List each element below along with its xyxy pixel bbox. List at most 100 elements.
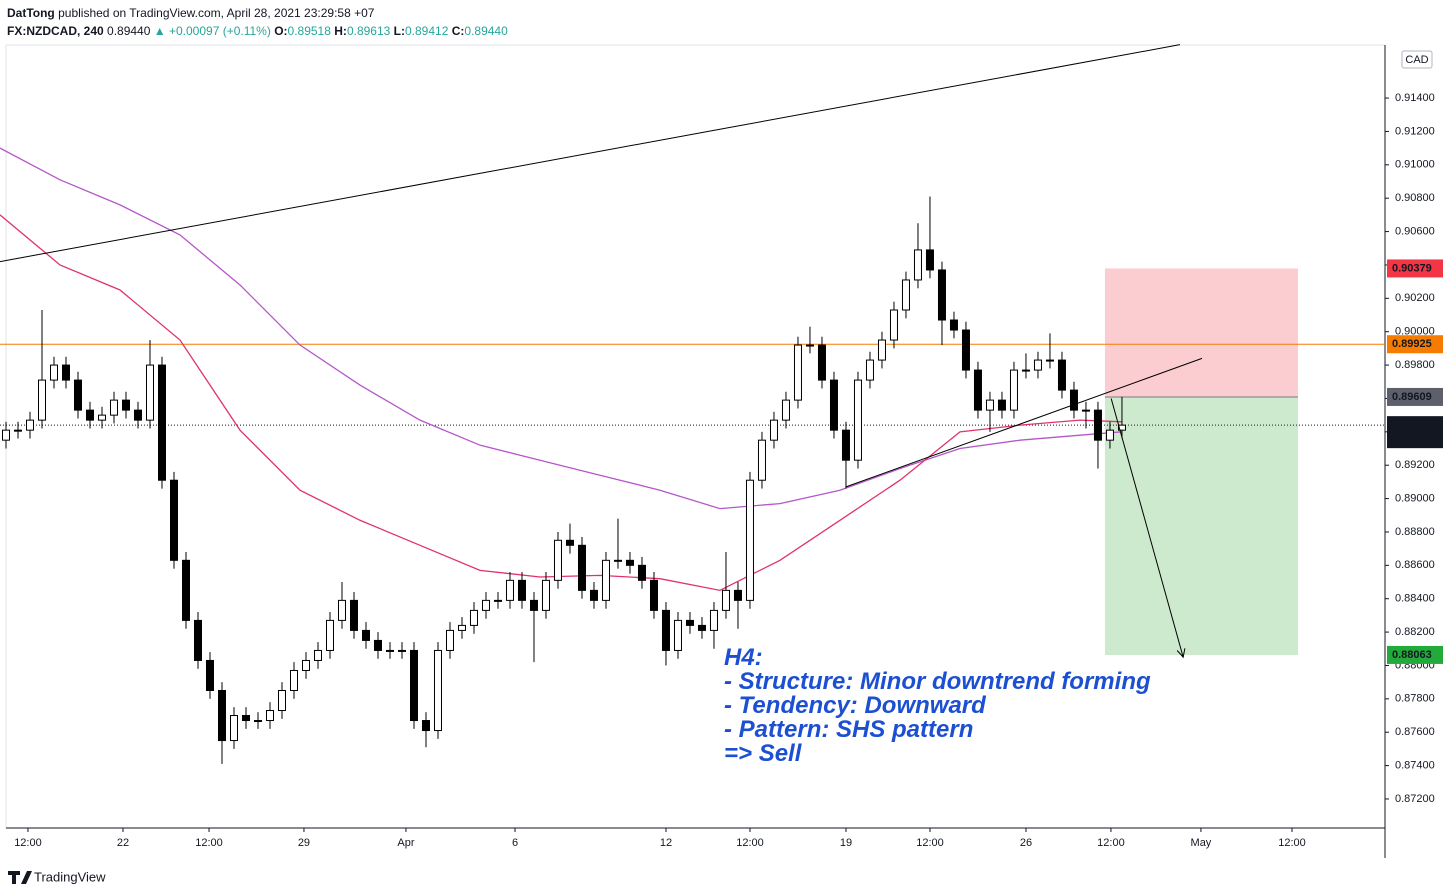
candle-body — [769, 419, 778, 441]
currency: CAD — [1405, 54, 1428, 66]
candle-body — [709, 609, 718, 631]
candle-body — [517, 579, 526, 601]
candle-body — [325, 619, 334, 651]
candle-body — [253, 720, 262, 723]
candle-body — [277, 689, 286, 712]
moving-average — [0, 214, 1122, 592]
change: ▲ +0.00097 (+0.11%) — [153, 24, 271, 38]
candle-body — [529, 599, 538, 611]
candle-body — [613, 559, 622, 562]
y-tick-label: 0.90800 — [1395, 192, 1435, 204]
candle-body — [949, 319, 958, 331]
ohlc-key: L: — [393, 24, 405, 38]
candle-body — [961, 329, 970, 371]
candle-body — [397, 649, 406, 652]
price-badge-label: 0.89925 — [1392, 338, 1432, 350]
candle-body — [1093, 409, 1102, 441]
y-tick-label: 0.91200 — [1395, 125, 1435, 137]
x-tick-label: 12:00 — [195, 837, 223, 849]
y-tick-label: 0.87200 — [1395, 793, 1435, 805]
price-badge — [1387, 387, 1443, 406]
candle-body — [601, 559, 610, 601]
candle-body — [637, 564, 646, 581]
y-tick-label: 0.90600 — [1395, 225, 1435, 237]
series-layer: H4:- Structure: Minor downtrend forming-… — [0, 44, 1203, 767]
candle-body — [37, 379, 46, 421]
candle-body — [145, 364, 154, 421]
symbol: FX:NZDCAD, 240 — [7, 24, 104, 38]
trendline — [0, 44, 1181, 263]
x-tick-label: May — [1191, 837, 1212, 849]
y-tick-label: 0.87400 — [1395, 759, 1435, 771]
candle-body — [865, 359, 874, 381]
annotation: H4: — [724, 644, 763, 671]
candle-body — [1105, 429, 1114, 441]
candle-body — [121, 399, 130, 411]
candle-body — [1069, 389, 1078, 411]
x-tick-label: 26 — [1020, 837, 1032, 849]
candle-body — [565, 539, 574, 546]
ohlc-value: 0.89412 — [405, 24, 449, 38]
axis-layer: 0.872000.874000.876000.878000.880000.882… — [14, 92, 1443, 849]
candle-body — [313, 649, 322, 661]
candle-body — [589, 589, 598, 601]
brand: TradingView — [34, 869, 106, 884]
candle-body — [1057, 359, 1066, 391]
countdown: 30:03 — [1397, 433, 1425, 445]
candle-body — [577, 544, 586, 591]
annotation: - Tendency: Downward — [724, 692, 987, 719]
y-tick-label: 0.89800 — [1395, 359, 1435, 371]
candle-body — [385, 649, 394, 652]
target-zone — [1104, 396, 1299, 655]
candle-body — [373, 639, 382, 651]
price-badge — [1387, 416, 1443, 449]
price-badge — [1387, 259, 1443, 278]
candle-body — [493, 599, 502, 602]
candle-body — [265, 710, 274, 722]
y-tick-label: 0.88200 — [1395, 626, 1435, 638]
candle-body — [73, 379, 82, 411]
candle-body — [61, 364, 70, 381]
candle-body — [781, 399, 790, 421]
candle-body — [805, 344, 814, 347]
candle-body — [853, 379, 862, 461]
ohlc-value: 0.89518 — [287, 24, 331, 38]
candle-body — [1033, 359, 1042, 371]
candle-body — [361, 629, 370, 641]
candle-body — [49, 364, 58, 381]
candle-body — [349, 599, 358, 631]
price-badge-label: 0.88063 — [1392, 649, 1432, 661]
candle-body — [937, 269, 946, 321]
candle-body — [757, 439, 766, 481]
stop-zone — [1104, 268, 1299, 397]
candle-body — [841, 429, 850, 461]
candle-body — [409, 649, 418, 722]
ohlc-key: H: — [334, 24, 347, 38]
background-layer — [0, 268, 1385, 655]
candle-body — [193, 619, 202, 661]
x-tick-label: 12:00 — [1097, 837, 1125, 849]
candle-body — [1117, 424, 1126, 431]
candle-body — [301, 659, 310, 671]
candle-body — [433, 649, 442, 732]
candle-body — [241, 715, 250, 722]
candle-body — [553, 539, 562, 581]
candle-body — [97, 414, 106, 421]
candle-body — [469, 609, 478, 626]
ohlc-value: 0.89613 — [346, 24, 391, 38]
candle-body — [721, 589, 730, 611]
annotation: - Pattern: SHS pattern — [724, 716, 973, 743]
x-tick-label: 6 — [512, 837, 518, 849]
header: DatTong published on TradingView.com, Ap… — [7, 4, 508, 40]
legend-line: FX:NZDCAD, 240 0.89440 ▲ +0.00097 (+0.11… — [7, 22, 508, 40]
moving-average — [0, 147, 1123, 510]
candle-body — [481, 599, 490, 611]
author: DatTong — [7, 6, 55, 20]
ohlc-value: 0.89440 — [464, 24, 508, 38]
x-tick-label: 12:00 — [736, 837, 764, 849]
candle-body — [1081, 409, 1090, 412]
annotation: => Sell — [724, 740, 803, 767]
candle-body — [1, 429, 10, 441]
candle-body — [289, 669, 298, 691]
